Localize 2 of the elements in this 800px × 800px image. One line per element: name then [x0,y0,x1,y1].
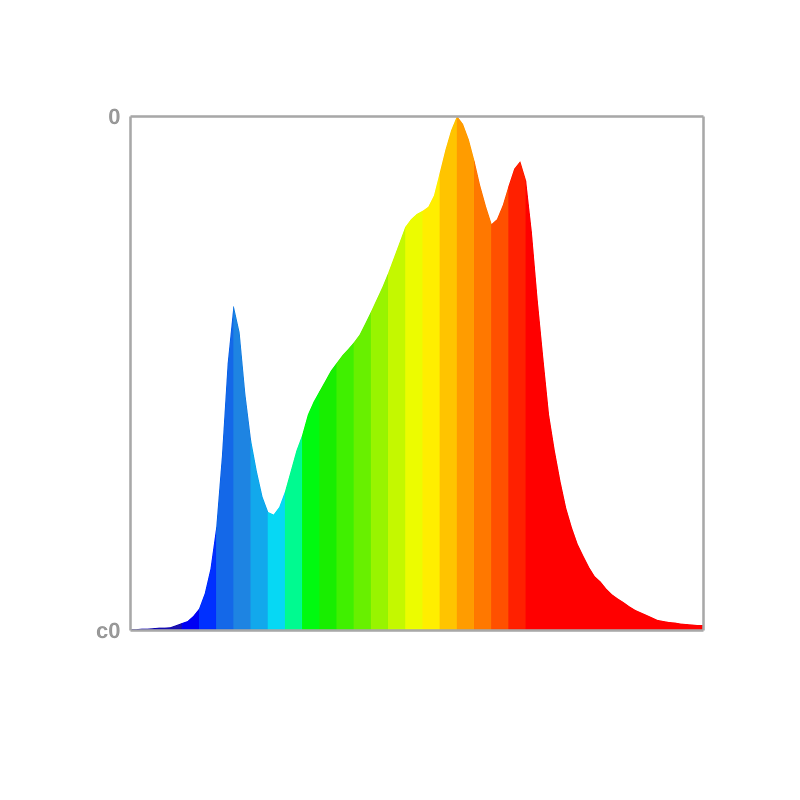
text: 0 [108,104,121,129]
text: c0 [96,618,121,643]
